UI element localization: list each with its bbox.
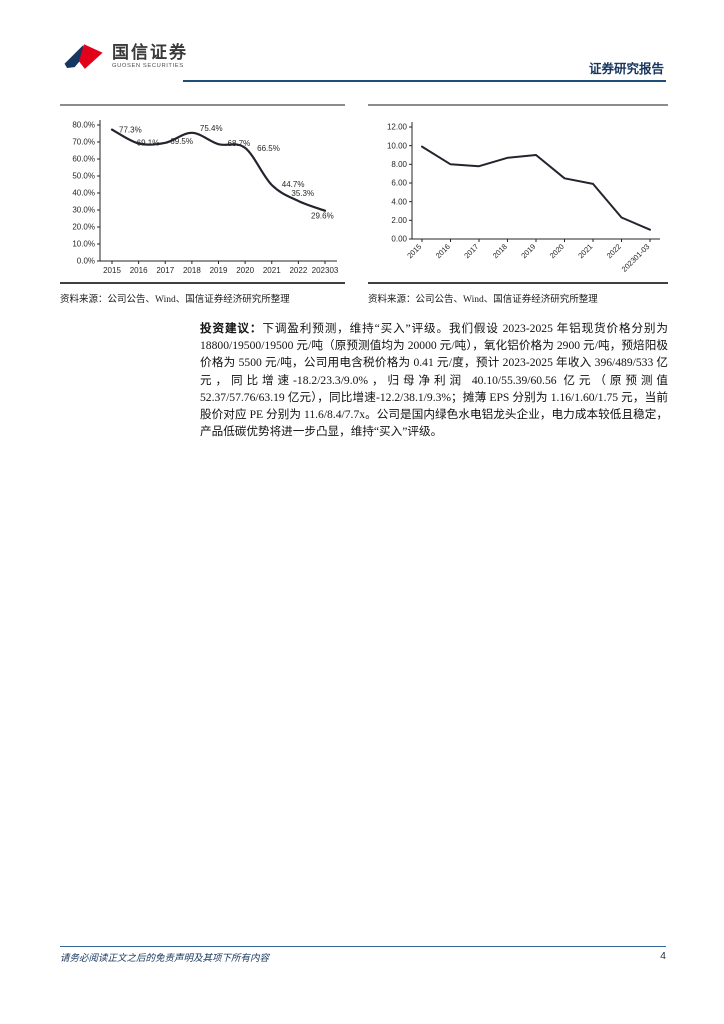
svg-text:0.0%: 0.0% [77,257,95,266]
svg-text:8.00: 8.00 [391,160,407,169]
svg-text:0.00: 0.00 [391,235,407,244]
page-header: 国信证券 GUOSEN SECURITIES 证券研究报告 [62,40,666,84]
figure-left-frame: 0.0% 10.0% 20.0% 30.0% 40.0% 50.0% 60.0% 70.0% 8… [60,104,345,284]
svg-text:69.5%: 69.5% [170,137,193,146]
footer-disclaimer: 请务必阅读正文之后的免责声明及其项下所有内容 [60,954,270,964]
logo-red-shape [78,44,103,69]
svg-text:44.7%: 44.7% [282,180,305,189]
investment-advice-paragraph: 投资建议：下调盈利预测，维持“买入”评级。我们假设 2023-2025 年铝现货… [200,320,668,440]
line-chart-right: 0.00 2.00 4.00 6.00 8.00 10.00 12.00 2015 2016 20… [387,122,660,274]
brand-name-cn: 国信证券 [112,43,188,62]
brand-name-en: GUOSEN SECURITIES [112,63,184,69]
svg-text:2021: 2021 [263,266,281,275]
svg-text:66.5%: 66.5% [257,144,280,153]
svg-text:70.0%: 70.0% [72,138,95,147]
page-number: 4 [660,950,666,962]
advice-body: 下调盈利预测，维持“买入”评级。我们假设 2023-2025 年铝现货价格分别为… [200,322,668,439]
svg-text:77.3%: 77.3% [119,126,142,135]
svg-text:4.00: 4.00 [391,197,407,206]
svg-text:10.00: 10.00 [387,141,408,150]
svg-text:2015: 2015 [405,242,423,260]
svg-text:2020: 2020 [548,242,566,260]
svg-text:202303: 202303 [312,266,339,275]
svg-text:2019: 2019 [519,242,537,260]
svg-text:35.3%: 35.3% [291,189,314,198]
svg-text:40.0%: 40.0% [72,189,95,198]
svg-text:10.0%: 10.0% [72,240,95,249]
svg-text:50.0%: 50.0% [72,172,95,181]
svg-text:60.0%: 60.0% [72,155,95,164]
report-type-label: 证券研究报告 [588,62,664,76]
figure-right: 0.00 2.00 4.00 6.00 8.00 10.00 12.00 2015 2016 20… [368,104,668,305]
svg-text:12.00: 12.00 [387,123,408,132]
svg-text:2019: 2019 [210,266,228,275]
chart-source-left: 资料来源：公司公告、Wind、国信证券经济研究所整理 [60,295,290,305]
page-footer: 请务必阅读正文之后的免责声明及其项下所有内容 4 [60,946,666,964]
figure-right-frame: 0.00 2.00 4.00 6.00 8.00 10.00 12.00 2015 2016 20… [368,104,668,284]
svg-text:2018: 2018 [491,242,509,260]
charts-row: 0.0% 10.0% 20.0% 30.0% 40.0% 50.0% 60.0% 70.0% 8… [60,104,668,305]
svg-text:2020: 2020 [236,266,254,275]
header-divider [183,80,666,82]
svg-text:20.0%: 20.0% [72,223,95,232]
svg-text:30.0%: 30.0% [72,206,95,215]
svg-text:2015: 2015 [103,266,121,275]
logo-text: 国信证券 GUOSEN SECURITIES [112,44,188,70]
svg-text:75.4%: 75.4% [200,124,223,133]
line-chart-left: 0.0% 10.0% 20.0% 30.0% 40.0% 50.0% 60.0% 70.0% 8… [72,120,339,275]
chart-source-right: 资料来源：公司公告、Wind、国信证券经济研究所整理 [368,295,598,305]
svg-text:2.00: 2.00 [391,216,407,225]
svg-text:2018: 2018 [183,266,201,275]
svg-text:2022: 2022 [605,242,623,260]
svg-text:2022: 2022 [289,266,307,275]
svg-text:69.1%: 69.1% [137,139,160,148]
svg-text:80.0%: 80.0% [72,121,95,130]
svg-text:2016: 2016 [434,242,452,260]
svg-text:2016: 2016 [130,266,148,275]
svg-text:202301-03: 202301-03 [620,242,652,274]
svg-text:2017: 2017 [462,242,480,260]
logo-blue-shape [64,45,84,68]
guosen-logo: 国信证券 GUOSEN SECURITIES [62,40,188,74]
svg-text:6.00: 6.00 [391,179,407,188]
svg-text:29.6%: 29.6% [311,212,334,221]
svg-text:2017: 2017 [156,266,174,275]
svg-text:2021: 2021 [576,242,594,260]
guosen-logo-icon [64,44,103,69]
figure-left: 0.0% 10.0% 20.0% 30.0% 40.0% 50.0% 60.0% 70.0% 8… [60,104,345,305]
advice-lead: 投资建议： [200,322,263,335]
svg-text:68.7%: 68.7% [228,139,251,148]
